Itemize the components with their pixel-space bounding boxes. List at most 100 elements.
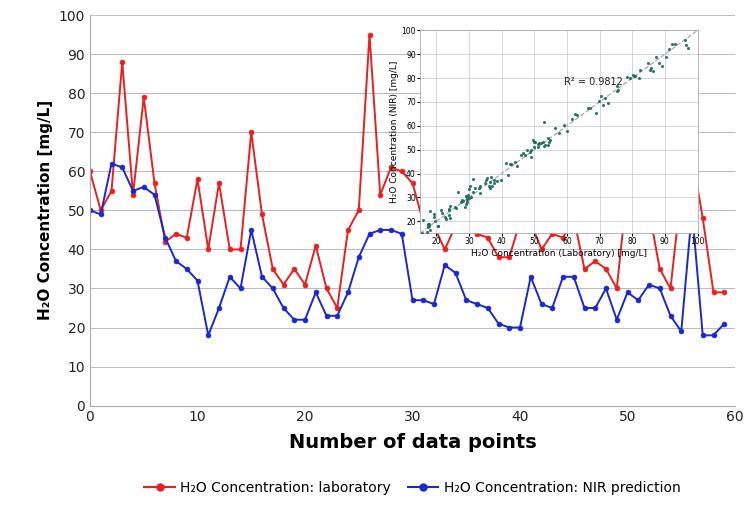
Point	[623, 74, 635, 82]
Point	[611, 87, 623, 95]
Point	[561, 127, 573, 135]
Point	[584, 104, 596, 112]
Point	[598, 94, 610, 102]
Point	[443, 206, 455, 214]
Point	[650, 53, 662, 61]
Point	[484, 178, 496, 187]
Y-axis label: H₂O Concentration [mg/L]: H₂O Concentration [mg/L]	[38, 100, 53, 320]
Point	[642, 59, 654, 67]
Point	[592, 97, 604, 105]
Point	[582, 104, 594, 112]
Point	[463, 185, 475, 193]
Point	[539, 141, 551, 149]
Point	[443, 205, 455, 213]
Point	[432, 222, 444, 230]
Point	[532, 139, 544, 147]
Point	[611, 82, 623, 90]
Point	[474, 189, 486, 197]
Point	[424, 226, 436, 234]
Point	[558, 121, 570, 129]
X-axis label: Number of data points: Number of data points	[289, 433, 536, 452]
Point	[528, 143, 540, 152]
Point	[645, 63, 657, 71]
Point	[509, 158, 521, 166]
Point	[485, 182, 497, 190]
Point	[488, 175, 500, 184]
Point	[663, 45, 675, 53]
Point	[421, 228, 433, 236]
Point	[629, 71, 641, 80]
Point	[474, 182, 486, 190]
Point	[428, 213, 440, 222]
Point	[595, 92, 607, 100]
Point	[460, 192, 472, 200]
Point	[527, 136, 539, 144]
Point	[415, 237, 427, 245]
Point	[644, 66, 656, 74]
Point	[482, 174, 494, 182]
Point	[532, 140, 544, 149]
Point	[467, 188, 479, 196]
Point	[679, 24, 691, 32]
Point	[490, 177, 502, 186]
Point	[485, 173, 497, 181]
Point	[423, 220, 435, 228]
Point	[553, 129, 565, 137]
Point	[462, 191, 474, 199]
Point	[682, 44, 694, 52]
Point	[440, 212, 452, 221]
Point	[417, 231, 429, 239]
Point	[503, 171, 515, 179]
Point	[532, 142, 544, 151]
Point	[452, 189, 464, 197]
Point	[436, 208, 448, 216]
Point	[460, 203, 472, 211]
Point	[444, 202, 456, 210]
Point	[454, 198, 466, 206]
Y-axis label: H₂O Concentration (NIR) [mg/L]: H₂O Concentration (NIR) [mg/L]	[389, 61, 398, 203]
Point	[464, 182, 476, 190]
Point	[500, 159, 512, 167]
Point	[461, 198, 473, 206]
Point	[417, 216, 429, 224]
Point	[440, 215, 452, 224]
Point	[680, 41, 692, 49]
Point	[524, 148, 536, 156]
Point	[422, 220, 434, 228]
Point	[422, 223, 434, 231]
Point	[627, 71, 639, 80]
Point	[596, 100, 608, 108]
Point	[538, 142, 550, 150]
Point	[633, 74, 645, 82]
Point	[448, 203, 460, 211]
Point	[466, 175, 478, 184]
Point	[536, 138, 548, 147]
Point	[495, 175, 507, 184]
Point	[549, 124, 561, 132]
Point	[461, 194, 473, 202]
Point	[483, 182, 495, 190]
Point	[628, 73, 640, 81]
Point	[432, 222, 444, 230]
Point	[524, 153, 536, 161]
Point	[602, 99, 613, 107]
Point	[544, 136, 556, 144]
Point	[465, 193, 477, 201]
Point	[525, 146, 537, 154]
Point	[679, 36, 691, 44]
Point	[484, 184, 496, 192]
Point	[423, 222, 435, 230]
Point	[646, 67, 658, 75]
Point	[652, 59, 664, 67]
Point	[566, 115, 578, 123]
Point	[514, 151, 526, 159]
Point	[622, 74, 634, 82]
Point	[505, 160, 517, 168]
Point	[512, 162, 524, 170]
Point	[666, 40, 678, 48]
Point	[443, 211, 455, 219]
Point	[542, 141, 554, 149]
Point	[435, 206, 447, 214]
Point	[517, 149, 529, 157]
Point	[520, 147, 532, 155]
